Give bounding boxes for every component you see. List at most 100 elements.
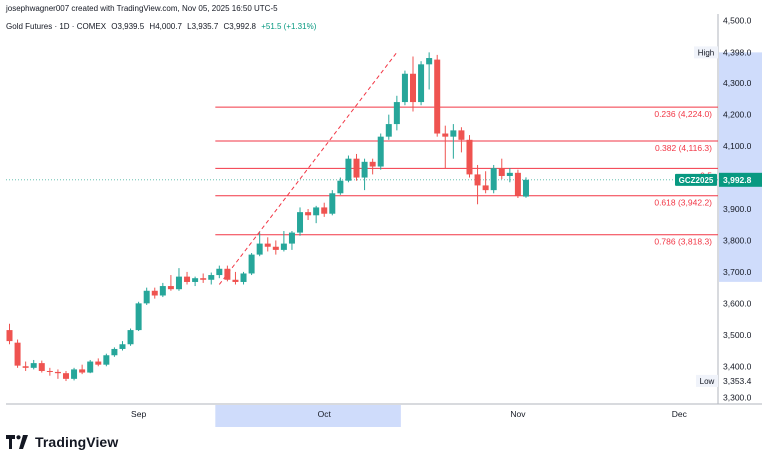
candle-body	[345, 158, 352, 181]
x-axis-range-highlight	[215, 405, 401, 427]
y-tick-label: 3,700.0	[723, 267, 752, 277]
candle-body	[272, 246, 279, 250]
candle-body	[514, 172, 521, 196]
candle-body	[442, 133, 449, 137]
fib-label-0.382: 0.382 (4,116.3)	[655, 143, 712, 153]
y-axis-range-highlight	[719, 52, 762, 282]
symbol-title[interactable]: Gold Futures · 1D · COMEX	[6, 22, 107, 31]
ohlc-change: +51.5 (+1.31%)	[261, 22, 317, 31]
candle-body	[369, 161, 376, 167]
candle-body	[38, 363, 45, 371]
candle-body	[288, 232, 295, 244]
candle-body	[361, 161, 368, 178]
candle-body	[119, 344, 126, 349]
candle-body	[200, 278, 207, 280]
candle-body	[418, 64, 425, 103]
candle-body	[450, 130, 457, 137]
x-axis-label-nov: Nov	[510, 409, 526, 419]
fib-label-0.786: 0.786 (3,818.3)	[654, 237, 712, 247]
chart-title-line: Gold Futures · 1D · COMEX O3,939.5 H4,00…	[6, 22, 319, 31]
candle-body	[401, 73, 408, 103]
candle-body	[54, 371, 61, 374]
candle-body	[522, 179, 529, 197]
y-tick-label: 3,800.0	[723, 235, 752, 245]
candle-body	[167, 286, 174, 290]
candle-body	[280, 243, 287, 250]
tradingview-logo-icon	[6, 435, 28, 449]
candle-body	[30, 363, 37, 368]
fib-label-0.236: 0.236 (4,224.0)	[654, 109, 712, 119]
candle-body	[458, 130, 465, 140]
candle-body	[184, 276, 191, 282]
candle-body	[127, 330, 134, 345]
y-tick-label: 4,500.0	[723, 15, 752, 25]
candle-body	[337, 180, 344, 194]
candle-body	[216, 268, 223, 276]
ohlc-close: C3,992.8	[223, 22, 256, 31]
y-tick-label: 4,100.0	[723, 141, 752, 151]
candle-body	[6, 330, 13, 342]
candle-body	[385, 124, 392, 137]
candle-body	[426, 58, 433, 65]
candle-body	[474, 174, 481, 186]
candle-body	[143, 290, 150, 304]
candle-body	[434, 59, 441, 134]
fib-label-0.618: 0.618 (3,942.2)	[654, 198, 712, 208]
x-axis-label-dec: Dec	[672, 409, 688, 419]
candle-body	[79, 369, 86, 373]
x-axis-label-sep: Sep	[131, 409, 146, 419]
low-value: 3,353.4	[723, 376, 752, 386]
y-tick-label: 3,900.0	[723, 204, 752, 214]
candle-body	[192, 278, 199, 282]
y-tick-label: 4,300.0	[723, 78, 752, 88]
ohlc-high: H4,000.7	[149, 22, 182, 31]
y-tick-label: 3,300.0	[723, 393, 752, 403]
candle-body	[22, 366, 29, 368]
candle-body	[321, 207, 328, 214]
y-tick-label: 3,400.0	[723, 361, 752, 371]
candle-body	[329, 193, 336, 214]
candle-body	[46, 370, 53, 372]
candle-body	[256, 243, 263, 255]
candle-body	[232, 279, 239, 282]
candle-body	[506, 172, 513, 176]
candle-body	[111, 348, 118, 356]
candle-body	[71, 369, 78, 379]
candle-body	[490, 168, 497, 191]
ohlc-low: L3,935.7	[187, 22, 219, 31]
candle-body	[14, 342, 21, 366]
high-label-box	[694, 46, 718, 59]
last-price-symbol: GCZ2025	[679, 176, 714, 185]
candle-body	[482, 185, 489, 191]
candle-body	[95, 361, 102, 365]
candle-body	[224, 268, 231, 280]
last-price-value-tag	[719, 172, 762, 187]
tradingview-logo-text: TradingView	[35, 434, 119, 450]
candle-body	[62, 373, 69, 379]
candle-body	[393, 102, 400, 125]
candle-body	[410, 73, 416, 103]
low-label-box	[696, 374, 718, 387]
low-label: Low	[700, 377, 715, 386]
candle-body	[159, 286, 166, 296]
candle-body	[353, 158, 360, 178]
candle-body	[151, 290, 158, 296]
candle-body	[175, 276, 182, 290]
y-tick-label: 4,200.0	[723, 110, 752, 120]
candle-body	[135, 303, 142, 331]
candle-body	[297, 212, 304, 233]
y-tick-label: 3,600.0	[723, 298, 752, 308]
candle-body	[466, 139, 473, 175]
candle-body	[240, 273, 247, 282]
candle-body	[305, 212, 312, 216]
candle-body	[103, 355, 110, 365]
candle-body	[87, 361, 94, 373]
y-tick-label: 3,500.0	[723, 330, 752, 340]
candle-body	[248, 254, 255, 274]
candle-body	[313, 207, 320, 216]
tradingview-logo[interactable]: TradingView	[6, 434, 118, 450]
last-price-value: 3,992.8	[723, 175, 752, 185]
candle-body	[377, 136, 384, 167]
x-axis-label-oct: Oct	[318, 409, 332, 419]
